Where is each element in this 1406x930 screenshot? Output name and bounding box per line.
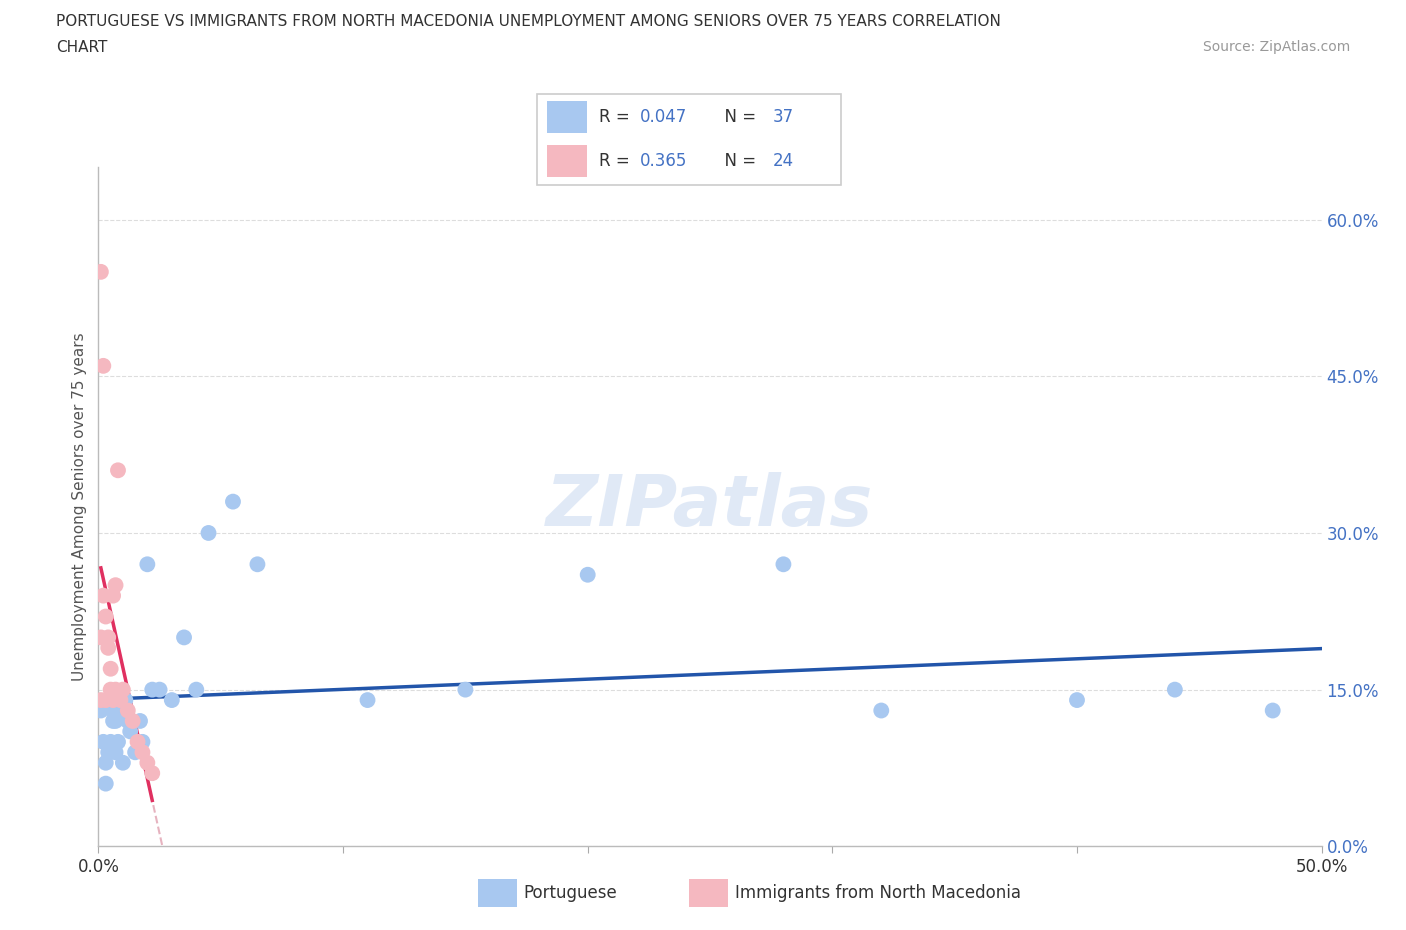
Point bbox=[110, 693, 132, 708]
Text: ZIPatlas: ZIPatlas bbox=[547, 472, 873, 541]
Point bbox=[107, 463, 129, 478]
Bar bbox=[547, 101, 586, 133]
Text: 0.365: 0.365 bbox=[640, 152, 686, 170]
Point bbox=[1261, 703, 1284, 718]
Point bbox=[94, 609, 117, 624]
Point bbox=[91, 588, 114, 603]
Point bbox=[101, 588, 124, 603]
Point bbox=[114, 693, 136, 708]
Text: R =: R = bbox=[599, 108, 636, 126]
Point bbox=[131, 745, 153, 760]
Bar bbox=[478, 879, 517, 907]
Point bbox=[100, 693, 122, 708]
Point bbox=[91, 358, 114, 373]
Point bbox=[100, 661, 122, 676]
Point bbox=[111, 683, 134, 698]
Point bbox=[186, 683, 208, 698]
Point bbox=[94, 693, 117, 708]
Point bbox=[101, 703, 124, 718]
Point bbox=[90, 630, 112, 644]
Point bbox=[94, 777, 117, 791]
Y-axis label: Unemployment Among Seniors over 75 years: Unemployment Among Seniors over 75 years bbox=[72, 333, 87, 681]
Bar bbox=[547, 145, 586, 177]
Text: N =: N = bbox=[714, 108, 761, 126]
Point bbox=[136, 557, 159, 572]
Point bbox=[117, 703, 139, 718]
Text: Source: ZipAtlas.com: Source: ZipAtlas.com bbox=[1202, 40, 1350, 54]
Point bbox=[246, 557, 269, 572]
Point bbox=[160, 693, 183, 708]
Point bbox=[149, 683, 172, 698]
Point bbox=[100, 683, 122, 698]
Point bbox=[1164, 683, 1187, 698]
Point bbox=[454, 683, 477, 698]
Text: CHART: CHART bbox=[56, 40, 108, 55]
Text: 37: 37 bbox=[772, 108, 793, 126]
Point bbox=[141, 683, 163, 698]
Bar bbox=[689, 879, 728, 907]
Point bbox=[120, 724, 142, 738]
Point bbox=[97, 630, 120, 644]
Point bbox=[91, 735, 114, 750]
Point bbox=[136, 755, 159, 770]
Point bbox=[772, 557, 794, 572]
Point bbox=[90, 264, 112, 279]
Point bbox=[97, 745, 120, 760]
Text: N =: N = bbox=[714, 152, 761, 170]
Point bbox=[104, 713, 127, 728]
Text: R =: R = bbox=[599, 152, 636, 170]
Text: Portuguese: Portuguese bbox=[524, 884, 617, 902]
Point bbox=[104, 578, 127, 592]
Point bbox=[222, 494, 245, 509]
Text: 0.047: 0.047 bbox=[640, 108, 686, 126]
Point bbox=[117, 713, 139, 728]
Point bbox=[107, 735, 129, 750]
Point bbox=[94, 755, 117, 770]
Point bbox=[90, 703, 112, 718]
Point bbox=[110, 703, 132, 718]
Point bbox=[124, 745, 146, 760]
FancyBboxPatch shape bbox=[537, 94, 841, 185]
Point bbox=[104, 683, 127, 698]
Point bbox=[101, 713, 124, 728]
Point bbox=[356, 693, 378, 708]
Point bbox=[121, 713, 143, 728]
Point bbox=[111, 755, 134, 770]
Point bbox=[129, 713, 152, 728]
Point bbox=[97, 641, 120, 656]
Text: 24: 24 bbox=[772, 152, 793, 170]
Point bbox=[90, 693, 112, 708]
Point bbox=[141, 765, 163, 780]
Point bbox=[100, 735, 122, 750]
Point bbox=[101, 693, 124, 708]
Point bbox=[197, 525, 219, 540]
Point bbox=[576, 567, 599, 582]
Point bbox=[173, 630, 195, 644]
Point bbox=[131, 735, 153, 750]
Text: Immigrants from North Macedonia: Immigrants from North Macedonia bbox=[734, 884, 1021, 902]
Point bbox=[104, 745, 127, 760]
Text: PORTUGUESE VS IMMIGRANTS FROM NORTH MACEDONIA UNEMPLOYMENT AMONG SENIORS OVER 75: PORTUGUESE VS IMMIGRANTS FROM NORTH MACE… bbox=[56, 14, 1001, 29]
Point bbox=[870, 703, 893, 718]
Point bbox=[127, 735, 149, 750]
Point bbox=[1066, 693, 1088, 708]
